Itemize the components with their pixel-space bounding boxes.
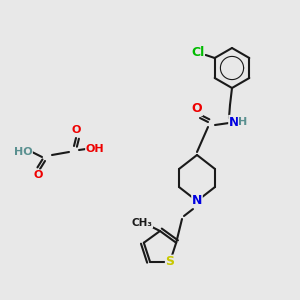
Text: H: H: [238, 117, 247, 127]
Text: CH₃: CH₃: [131, 218, 152, 228]
Text: Cl: Cl: [191, 46, 204, 59]
Text: O: O: [71, 125, 81, 135]
Text: S: S: [166, 255, 175, 268]
Text: N: N: [192, 194, 202, 208]
Text: N: N: [229, 116, 239, 128]
Text: OH: OH: [86, 144, 104, 154]
Text: O: O: [33, 170, 43, 180]
Text: O: O: [192, 103, 202, 116]
Text: HO: HO: [14, 147, 32, 157]
